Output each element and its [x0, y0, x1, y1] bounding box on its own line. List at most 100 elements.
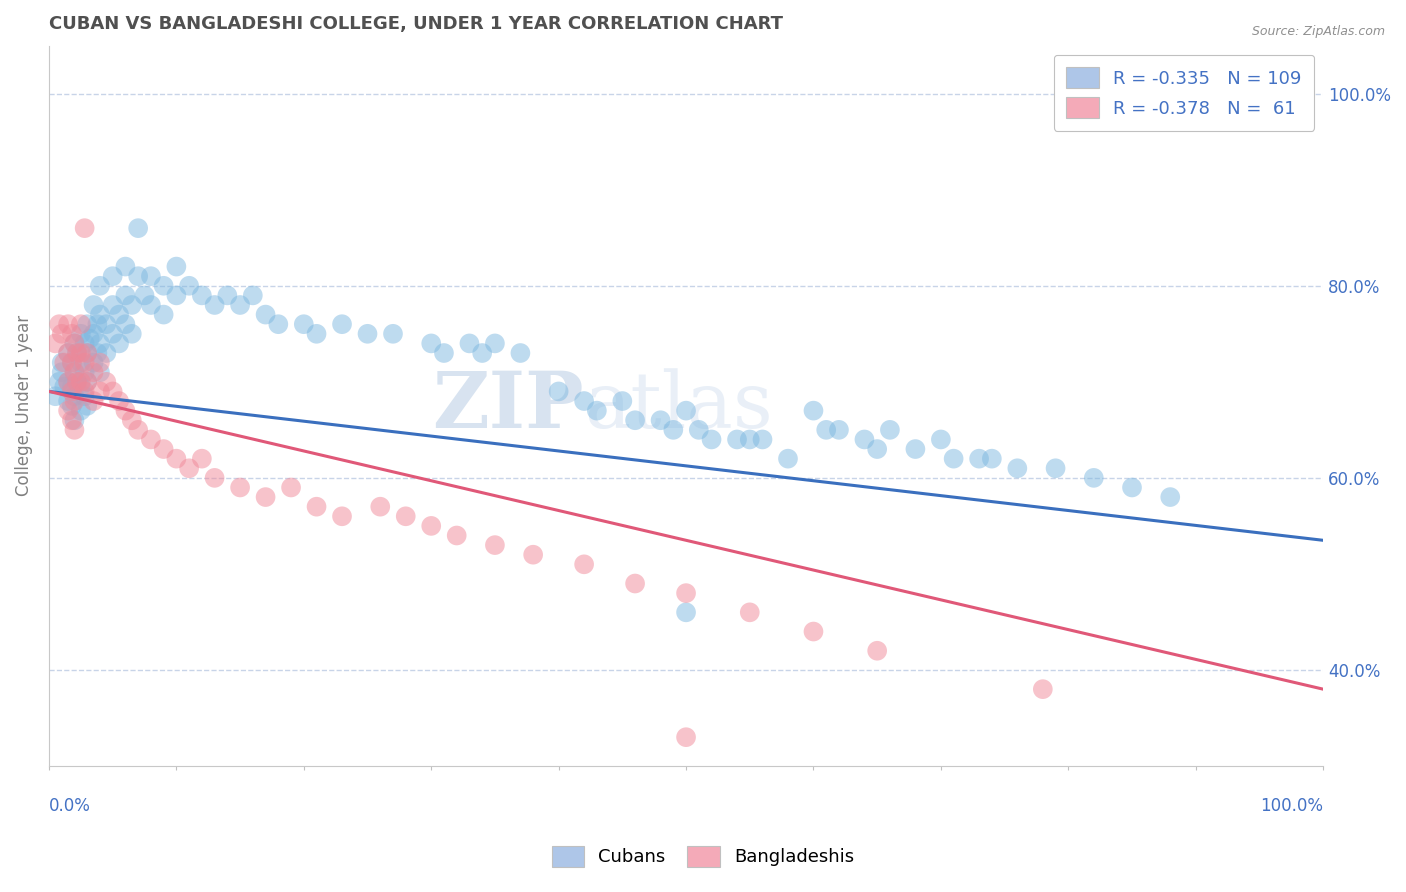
Point	[152, 442, 174, 456]
Point	[254, 490, 277, 504]
Point	[675, 605, 697, 619]
Point	[48, 317, 70, 331]
Text: 0.0%: 0.0%	[49, 797, 91, 814]
Point	[60, 356, 83, 370]
Point	[63, 394, 86, 409]
Point	[509, 346, 531, 360]
Point	[96, 375, 118, 389]
Point	[89, 384, 111, 399]
Point	[114, 403, 136, 417]
Point	[108, 336, 131, 351]
Point	[446, 528, 468, 542]
Point	[56, 317, 79, 331]
Point	[89, 308, 111, 322]
Point	[69, 375, 91, 389]
Point	[66, 346, 89, 360]
Point	[108, 308, 131, 322]
Point	[73, 365, 96, 379]
Point	[368, 500, 391, 514]
Point	[776, 451, 799, 466]
Point	[165, 451, 187, 466]
Point	[803, 403, 825, 417]
Point	[56, 346, 79, 360]
Point	[56, 394, 79, 409]
Point	[76, 346, 98, 360]
Point	[73, 389, 96, 403]
Text: ZIP: ZIP	[433, 368, 583, 444]
Point	[134, 288, 156, 302]
Point	[1045, 461, 1067, 475]
Point	[267, 317, 290, 331]
Point	[127, 221, 149, 235]
Text: Source: ZipAtlas.com: Source: ZipAtlas.com	[1251, 25, 1385, 38]
Legend: Cubans, Bangladeshis: Cubans, Bangladeshis	[544, 838, 862, 874]
Point	[60, 379, 83, 393]
Point	[60, 413, 83, 427]
Point	[1032, 682, 1054, 697]
Point	[572, 394, 595, 409]
Point	[165, 288, 187, 302]
Point	[751, 433, 773, 447]
Point	[395, 509, 418, 524]
Point	[60, 399, 83, 413]
Point	[522, 548, 544, 562]
Point	[980, 451, 1002, 466]
Point	[63, 336, 86, 351]
Point	[305, 326, 328, 341]
Point	[83, 394, 105, 409]
Point	[586, 403, 609, 417]
Point	[433, 346, 456, 360]
Point	[73, 336, 96, 351]
Point	[69, 317, 91, 331]
Point	[83, 365, 105, 379]
Point	[101, 384, 124, 399]
Point	[330, 509, 353, 524]
Point	[121, 298, 143, 312]
Point	[63, 413, 86, 427]
Point	[803, 624, 825, 639]
Point	[66, 375, 89, 389]
Point	[73, 356, 96, 370]
Point	[69, 403, 91, 417]
Point	[101, 326, 124, 341]
Point	[121, 326, 143, 341]
Point	[152, 278, 174, 293]
Point	[1083, 471, 1105, 485]
Point	[650, 413, 672, 427]
Point	[191, 451, 214, 466]
Point	[60, 356, 83, 370]
Point	[139, 269, 162, 284]
Point	[179, 278, 201, 293]
Text: CUBAN VS BANGLADESHI COLLEGE, UNDER 1 YEAR CORRELATION CHART: CUBAN VS BANGLADESHI COLLEGE, UNDER 1 YE…	[49, 15, 783, 33]
Point	[56, 346, 79, 360]
Point	[63, 423, 86, 437]
Point	[420, 336, 443, 351]
Point	[114, 288, 136, 302]
Point	[53, 356, 76, 370]
Point	[89, 336, 111, 351]
Point	[48, 375, 70, 389]
Point	[828, 423, 851, 437]
Point	[89, 356, 111, 370]
Point	[280, 480, 302, 494]
Text: atlas: atlas	[583, 368, 773, 443]
Point	[56, 375, 79, 389]
Point	[305, 500, 328, 514]
Point	[179, 461, 201, 475]
Point	[866, 644, 889, 658]
Point	[815, 423, 838, 437]
Point	[254, 308, 277, 322]
Point	[229, 298, 252, 312]
Point	[675, 730, 697, 744]
Point	[96, 346, 118, 360]
Point	[738, 605, 761, 619]
Point	[904, 442, 927, 456]
Point	[420, 519, 443, 533]
Point	[66, 375, 89, 389]
Point	[217, 288, 239, 302]
Point	[879, 423, 901, 437]
Point	[66, 346, 89, 360]
Point	[86, 346, 108, 360]
Point	[572, 558, 595, 572]
Point	[108, 394, 131, 409]
